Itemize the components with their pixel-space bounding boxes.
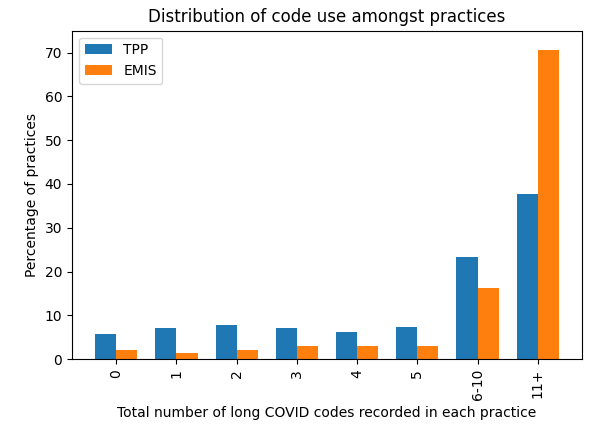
- Y-axis label: Percentage of practices: Percentage of practices: [25, 113, 39, 277]
- Bar: [418, 346, 439, 359]
- Bar: [155, 328, 176, 359]
- X-axis label: Total number of long COVID codes recorded in each practice: Total number of long COVID codes recorde…: [118, 406, 536, 420]
- Bar: [357, 346, 378, 359]
- Legend: TPP, EMIS: TPP, EMIS: [79, 38, 163, 84]
- Title: Distribution of code use amongst practices: Distribution of code use amongst practic…: [148, 8, 506, 26]
- Bar: [95, 334, 116, 359]
- Bar: [297, 346, 318, 359]
- Bar: [517, 194, 538, 359]
- Bar: [478, 288, 499, 359]
- Bar: [336, 332, 357, 359]
- Bar: [396, 327, 418, 359]
- Bar: [116, 350, 137, 359]
- Bar: [176, 353, 197, 359]
- Bar: [538, 50, 559, 359]
- Bar: [236, 350, 258, 359]
- Bar: [457, 257, 478, 359]
- Bar: [215, 325, 236, 359]
- Bar: [276, 328, 297, 359]
